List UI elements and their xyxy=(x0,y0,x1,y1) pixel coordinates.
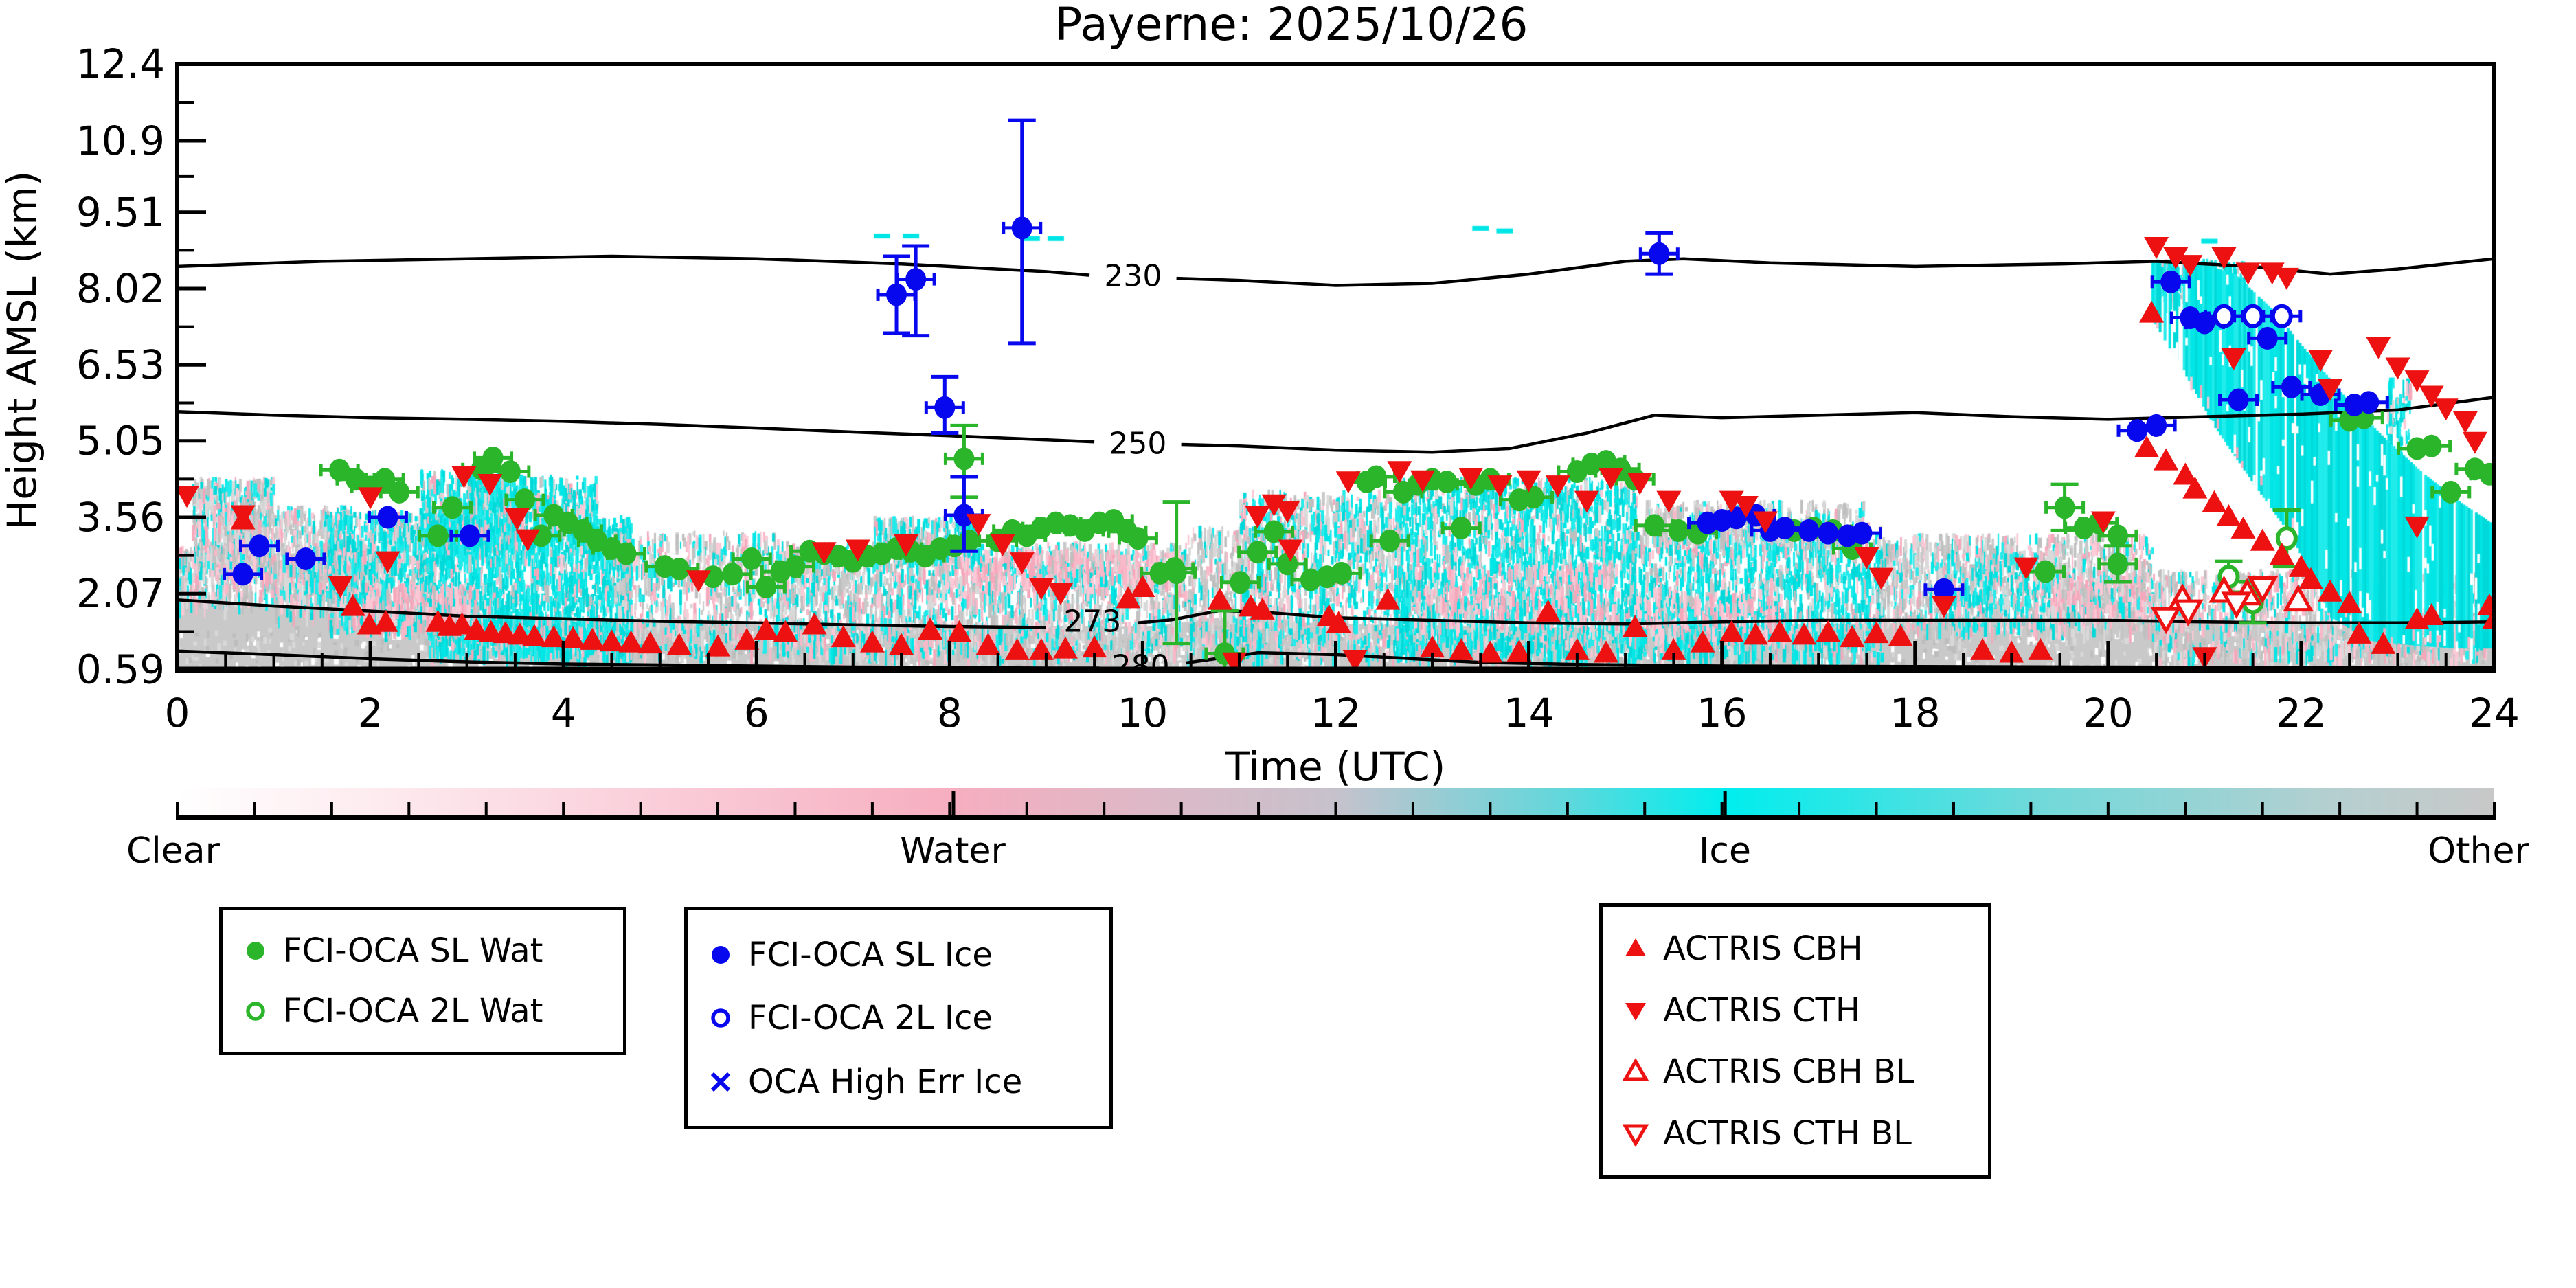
x-tick-label-14: 14 xyxy=(1504,690,1555,736)
contour-line-280 xyxy=(1186,651,2494,669)
circle-open-icon xyxy=(711,1008,730,1028)
contour-line-230 xyxy=(1176,257,2494,287)
axes: 0 2 4 6 8 10 12 14 16 18 20 22 240.592.073.565.056.5… xyxy=(76,41,2520,736)
y-axis-label: Height AMSL (km) xyxy=(0,171,45,530)
legend-item-label: ACTRIS CTH BL xyxy=(1663,1114,1912,1153)
legend-item-fci-oca-sl-ice: FCI-OCA SL Ice xyxy=(705,936,1109,974)
contour-label-250: 250 xyxy=(1109,426,1166,461)
x-tick-label-22: 22 xyxy=(2276,690,2327,736)
circle-filled-icon xyxy=(247,942,264,960)
tri-up-filled-icon xyxy=(1625,938,1646,957)
legend-actris-products: ACTRIS CBH ACTRIS CTH ACTRIS CBH BL ACTRIS … xyxy=(1599,903,1991,1179)
contour-line-273 xyxy=(177,598,1046,629)
legend-item-label: OCA High Err Ice xyxy=(748,1062,1023,1101)
x-tick-label-8: 8 xyxy=(937,690,962,736)
contour-line-250 xyxy=(177,409,1095,444)
page-title: Payerne: 2025/10/26 xyxy=(1055,0,1528,51)
colorbar xyxy=(176,788,2496,820)
x-tick-label-0: 0 xyxy=(165,690,190,736)
series-actris-cth-bl xyxy=(2150,576,2278,635)
legend-item-actris-cth-bl: ACTRIS CTH BL xyxy=(1620,1114,1988,1153)
tri-down-open-icon xyxy=(1622,1124,1649,1147)
x-tick-label-18: 18 xyxy=(1890,690,1941,736)
legend-ice-products: FCI-OCA SL Ice FCI-OCA 2L Ice OCA High Err… xyxy=(684,907,1113,1129)
x-tick-label-10: 10 xyxy=(1118,690,1168,736)
y-tick-label-9.51: 9.51 xyxy=(76,189,165,236)
series-actris-cth xyxy=(177,237,2487,670)
y-tick-label-12.4: 12.4 xyxy=(76,41,165,87)
legend-item-oca-high-err-ice: OCA High Err Ice xyxy=(705,1063,1109,1101)
legend-item-label: ACTRIS CTH xyxy=(1663,991,1860,1030)
contour-line-250 xyxy=(1181,396,2494,454)
x-tick-label-6: 6 xyxy=(744,690,769,736)
x-icon xyxy=(710,1072,731,1092)
contour-line-230 xyxy=(177,254,1090,277)
data-markers xyxy=(177,118,2494,670)
x-tick-label-4: 4 xyxy=(551,690,576,736)
series-actris-cbh xyxy=(230,300,2494,663)
series-fci-oca-sl-ice xyxy=(223,118,2389,601)
legend-item-label: FCI-OCA 2L Ice xyxy=(748,999,993,1037)
x-tick-label-16: 16 xyxy=(1697,690,1748,736)
legend-item-label: FCI-OCA SL Wat xyxy=(283,931,543,971)
y-tick-label-10.9: 10.9 xyxy=(76,117,165,164)
x-tick-label-24: 24 xyxy=(2469,690,2520,736)
legend-item-actris-cbh: ACTRIS CBH xyxy=(1620,929,1988,968)
y-tick-label-0.59: 0.59 xyxy=(76,646,165,693)
y-tick-label-3.56: 3.56 xyxy=(76,494,165,541)
contour-label-230: 230 xyxy=(1104,258,1162,293)
circle-filled-icon xyxy=(712,945,730,964)
y-tick-label-5.05: 5.05 xyxy=(76,418,165,464)
legend-item-label: FCI-OCA SL Ice xyxy=(748,935,993,974)
circle-open-icon xyxy=(246,1001,265,1021)
legend-item-fci-oca-2l-wat: FCI-OCA 2L Wat xyxy=(240,992,623,1030)
x-axis-label: Time (UTC) xyxy=(1225,743,1446,790)
legend-item-label: FCI-OCA 2L Wat xyxy=(283,991,543,1030)
legend-item-actris-cth: ACTRIS CTH xyxy=(1620,991,1988,1030)
y-tick-label-8.02: 8.02 xyxy=(76,265,165,312)
legend-item-fci-oca-sl-wat: FCI-OCA SL Wat xyxy=(240,931,623,970)
y-tick-label-6.53: 6.53 xyxy=(76,341,165,388)
legend-item-actris-cbh-bl: ACTRIS CBH BL xyxy=(1620,1052,1988,1091)
tri-down-filled-icon xyxy=(1625,1002,1646,1021)
isotherm-contours: 230 250 273 280 xyxy=(177,254,2494,683)
y-tick-label-2.07: 2.07 xyxy=(76,570,165,617)
series-fci-oca-sl-wat xyxy=(319,406,2494,670)
legend-water-products: FCI-OCA SL Wat FCI-OCA 2L Wat xyxy=(219,907,626,1055)
series-fci-oca-2l-ice xyxy=(2203,304,2303,328)
contour-label-280: 280 xyxy=(1112,648,1170,683)
colorbar-label-ice: Ice xyxy=(1699,831,1751,872)
tri-up-open-icon xyxy=(1622,1058,1649,1081)
x-tick-label-2: 2 xyxy=(358,690,383,736)
x-tick-label-20: 20 xyxy=(2083,690,2134,736)
x-tick-label-12: 12 xyxy=(1311,690,1362,736)
legend-item-fci-oca-2l-ice: FCI-OCA 2L Ice xyxy=(705,999,1109,1037)
colorbar-label-clear: Clear xyxy=(126,831,221,872)
legend-item-label: ACTRIS CBH xyxy=(1663,929,1863,969)
contour-label-273: 273 xyxy=(1063,605,1121,640)
colorbar-label-other: Other xyxy=(2428,831,2529,872)
legend-item-label: ACTRIS CBH BL xyxy=(1663,1052,1914,1092)
contour-line-280 xyxy=(177,649,1100,670)
colorbar-label-water: Water xyxy=(900,831,1006,872)
